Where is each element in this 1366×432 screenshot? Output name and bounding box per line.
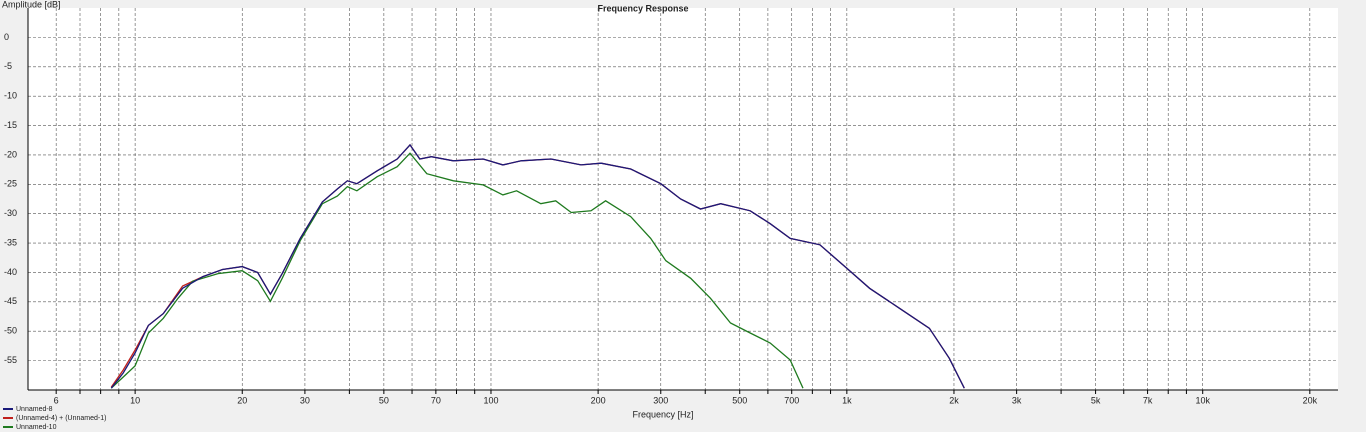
legend-label: Unnamed-10 bbox=[16, 424, 57, 431]
x-tick-label: 2k bbox=[949, 395, 959, 405]
legend-label: (Unnamed-4) + (Unnamed-1) bbox=[16, 415, 106, 422]
x-tick-label: 7k bbox=[1143, 395, 1153, 405]
y-tick-label: -50 bbox=[4, 326, 17, 336]
x-tick-label: 1k bbox=[842, 395, 852, 405]
x-tick-label: 30 bbox=[300, 395, 310, 405]
y-tick-label: -40 bbox=[4, 267, 17, 277]
x-tick-label: 100 bbox=[483, 395, 498, 405]
y-tick-label: 0 bbox=[4, 32, 9, 42]
x-tick-label: 20k bbox=[1303, 395, 1318, 405]
y-tick-label: -5 bbox=[4, 61, 12, 71]
x-tick-label: 200 bbox=[591, 395, 606, 405]
x-tick-label: 50 bbox=[379, 395, 389, 405]
x-tick-label: 6 bbox=[54, 395, 59, 405]
x-tick-label: 10 bbox=[130, 395, 140, 405]
y-tick-label: -45 bbox=[4, 296, 17, 306]
chart-title: Frequency Response bbox=[597, 3, 688, 13]
y-tick-label: -30 bbox=[4, 208, 17, 218]
y-tick-label: -20 bbox=[4, 149, 17, 159]
y-tick-label: -35 bbox=[4, 237, 17, 247]
y-tick-label: -15 bbox=[4, 120, 17, 130]
series-line bbox=[110, 152, 804, 389]
plot-area bbox=[28, 8, 1338, 390]
x-tick-label: 70 bbox=[431, 395, 441, 405]
y-tick-label: -25 bbox=[4, 179, 17, 189]
y-tick-label: -55 bbox=[4, 355, 17, 365]
legend-label: Unnamed-8 bbox=[16, 406, 53, 413]
x-tick-label: 3k bbox=[1012, 395, 1022, 405]
x-axis-label: Frequency [Hz] bbox=[632, 409, 693, 419]
y-tick-label: -10 bbox=[4, 91, 17, 101]
x-tick-label: 300 bbox=[653, 395, 668, 405]
x-tick-label: 20 bbox=[237, 395, 247, 405]
x-tick-label: 10k bbox=[1195, 395, 1210, 405]
x-tick-label: 5k bbox=[1091, 395, 1101, 405]
series-line bbox=[110, 143, 965, 389]
x-tick-label: 700 bbox=[784, 395, 799, 405]
x-tick-label: 500 bbox=[732, 395, 747, 405]
y-axis-label: Amplitude [dB] bbox=[2, 0, 61, 9]
